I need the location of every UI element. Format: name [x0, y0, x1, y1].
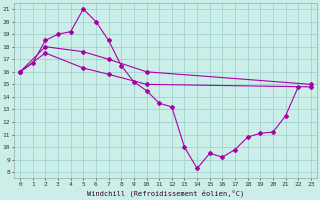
X-axis label: Windchill (Refroidissement éolien,°C): Windchill (Refroidissement éolien,°C)	[87, 190, 244, 197]
